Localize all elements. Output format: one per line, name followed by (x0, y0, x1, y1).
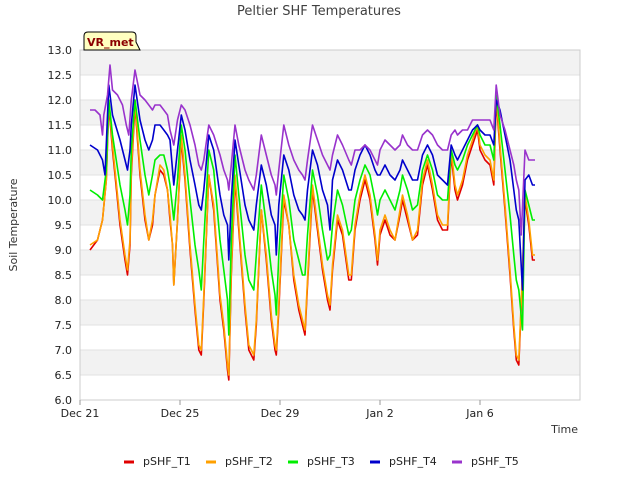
y-tick-label: 12.5 (48, 69, 73, 82)
x-axis-ticks: Dec 21 Dec 25 Dec 29 Jan 2 Jan 6 (61, 400, 494, 420)
grid-band (80, 100, 580, 125)
site-badge-label: VR_met (87, 36, 134, 49)
y-axis-ticks: 6.0 6.5 7.0 7.5 8.0 8.5 9.0 9.5 10.0 10.5 11.0 11.5… (48, 44, 73, 407)
grid-band (80, 175, 580, 200)
y-tick-label: 8.0 (55, 294, 73, 307)
grid-band (80, 50, 580, 75)
x-tick-label: Dec 29 (261, 407, 300, 420)
x-axis-label: Time (550, 423, 578, 436)
series-line-pSHF_T5 (90, 64, 535, 236)
grid-band (80, 75, 580, 100)
legend: pSHF_T1 pSHF_T2 pSHF_T3 pSHF_T4 pSHF_T5 (124, 455, 519, 468)
y-tick-label: 6.0 (55, 394, 73, 407)
y-tick-label: 11.0 (48, 144, 73, 157)
grid-band (80, 350, 580, 375)
y-tick-label: 7.5 (55, 319, 73, 332)
site-badge: VR_met (83, 31, 141, 51)
y-tick-label: 10.0 (48, 194, 73, 207)
legend-label-pSHF_T5: pSHF_T5 (471, 455, 519, 468)
y-tick-label: 7.0 (55, 344, 73, 357)
y-tick-label: 13.0 (48, 44, 73, 57)
legend-label-pSHF_T2: pSHF_T2 (225, 455, 273, 468)
y-tick-label: 10.5 (48, 169, 73, 182)
grid-band (80, 375, 580, 400)
y-axis-label: Soil Temperature (7, 178, 20, 271)
y-tick-label: 12.0 (48, 94, 73, 107)
plot-area-border (79, 49, 581, 401)
x-tick-label: Dec 25 (161, 407, 200, 420)
x-tick-label: Dec 21 (61, 407, 100, 420)
y-tick-label: 9.5 (55, 219, 73, 232)
x-tick-label: Jan 2 (365, 407, 393, 420)
x-tick-label: Jan 6 (465, 407, 493, 420)
y-tick-label: 11.5 (48, 119, 73, 132)
series-line-pSHF_T2 (89, 94, 535, 376)
y-tick-label: 8.5 (55, 269, 73, 282)
legend-label-pSHF_T3: pSHF_T3 (307, 455, 355, 468)
legend-label-pSHF_T1: pSHF_T1 (143, 455, 191, 468)
series-line-pSHF_T3 (89, 94, 535, 336)
y-tick-label: 9.0 (55, 244, 73, 257)
series-lines (89, 64, 535, 381)
chart-title: Peltier SHF Temperatures (237, 4, 401, 19)
grid-band (80, 325, 580, 350)
y-tick-label: 6.5 (55, 369, 73, 382)
legend-label-pSHF_T4: pSHF_T4 (389, 455, 437, 468)
series-line-pSHF_T4 (89, 84, 535, 291)
